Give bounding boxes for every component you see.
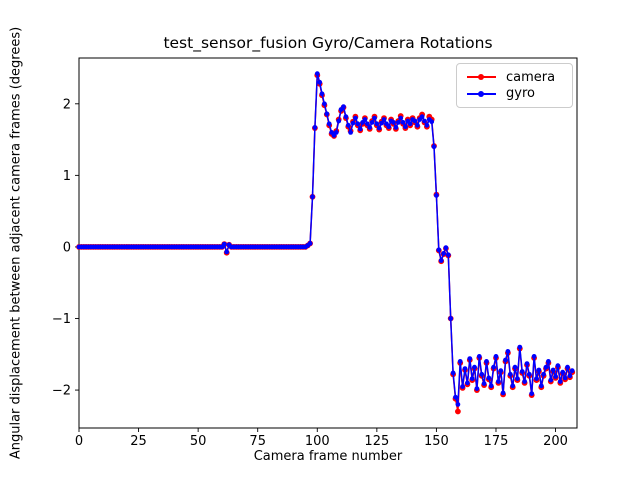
series-line-gyro (79, 72, 573, 406)
x-tick-label: 50 (190, 434, 207, 449)
x-tick-label: 75 (249, 434, 266, 449)
x-axis-ticks: 0 25 50 75 100 125 150 175 200 (75, 428, 568, 449)
x-tick-label: 25 (130, 434, 147, 449)
x-tick-label: 0 (75, 434, 83, 449)
series-markers-gyro (76, 71, 575, 407)
axes-frame (78, 57, 578, 429)
y-tick-label: −1 (52, 312, 71, 327)
x-tick-label: 200 (543, 434, 568, 449)
series-markers-camera (76, 72, 576, 415)
y-tick-label: 1 (63, 169, 71, 184)
x-axis-label: Camera frame number (253, 449, 403, 464)
x-tick-label: 175 (484, 434, 509, 449)
x-tick-label: 100 (305, 434, 330, 449)
x-tick-label: 125 (364, 434, 389, 449)
chart-title: test_sensor_fusion Gyro/Camera Rotations (163, 34, 493, 52)
y-axis-ticks: −2 −1 0 1 2 (52, 97, 79, 399)
y-tick-label: 2 (63, 97, 71, 112)
gyro-line-sample-icon (467, 90, 496, 97)
legend-item-gyro: gyro (467, 87, 566, 100)
legend: camera gyro (456, 63, 573, 108)
camera-line-sample-icon (467, 74, 496, 81)
y-tick-label: −2 (52, 384, 71, 399)
legend-item-camera: camera (467, 71, 566, 84)
legend-label-camera: camera (506, 69, 556, 85)
legend-label-gyro: gyro (506, 86, 535, 102)
x-tick-label: 150 (424, 434, 449, 449)
y-tick-label: 0 (63, 240, 71, 255)
series-line-camera (79, 74, 573, 413)
